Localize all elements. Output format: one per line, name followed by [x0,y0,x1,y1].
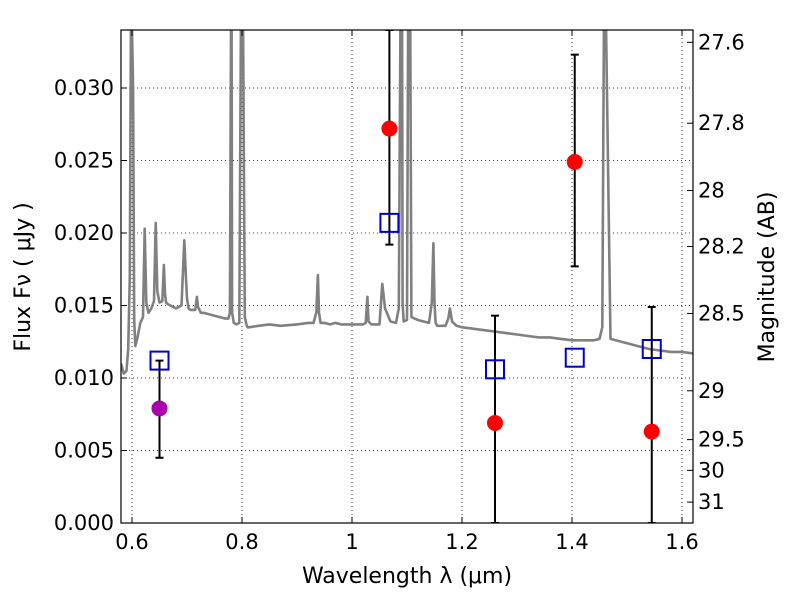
data-point [566,153,583,170]
plot-frame [120,29,694,524]
x-tick-label: 0.6 [115,530,148,554]
data-point [381,120,398,137]
y-tick-label: 0.015 [54,294,114,318]
y-tick-label: 0.000 [54,511,114,535]
y-axis-right-label: Magnitude (AB) [755,192,780,363]
x-tick-label: 1.2 [445,530,478,554]
x-tick-label: 1 [345,530,358,554]
y-tick-label: 0.010 [54,366,114,390]
axes: 0.6 0.8 1 1.2 1.4 1.6 0.000 0.005 0.010 0.015 0.02… [54,30,745,554]
y-tick-label: 0.030 [54,76,114,100]
right-tick-label: 29 [698,379,725,403]
data-point [643,423,660,440]
plot-area [121,30,693,523]
right-tick-label: 27.8 [698,111,745,135]
x-tick-label: 0.8 [225,530,258,554]
y-tick-label: 0.020 [54,221,114,245]
y-axis-label: Flux Fν ( μJy ) [11,202,36,351]
right-tick-label: 28.5 [698,301,745,325]
x-tick-label: 1.6 [665,530,698,554]
data-point [487,414,503,431]
model-point [485,359,505,380]
right-tick-label: 31 [698,490,725,514]
right-tick-label: 29.5 [698,428,745,452]
model-point [641,339,662,359]
spectrum-line [121,30,693,375]
right-tick-label: 27.6 [698,30,745,54]
model-point [379,212,400,233]
right-tick-label: 28 [698,179,725,203]
y-tick-label: 0.025 [54,149,114,173]
x-tick-label: 1.4 [555,530,588,554]
y-tick-label: 0.005 [54,439,114,463]
right-tick-label: 28.2 [698,234,745,258]
model-point [149,350,170,371]
right-tick-label: 30 [698,458,725,482]
model-point [564,347,585,368]
data-point [151,400,168,417]
x-axis-label: Wavelength λ (μm) [302,564,512,589]
